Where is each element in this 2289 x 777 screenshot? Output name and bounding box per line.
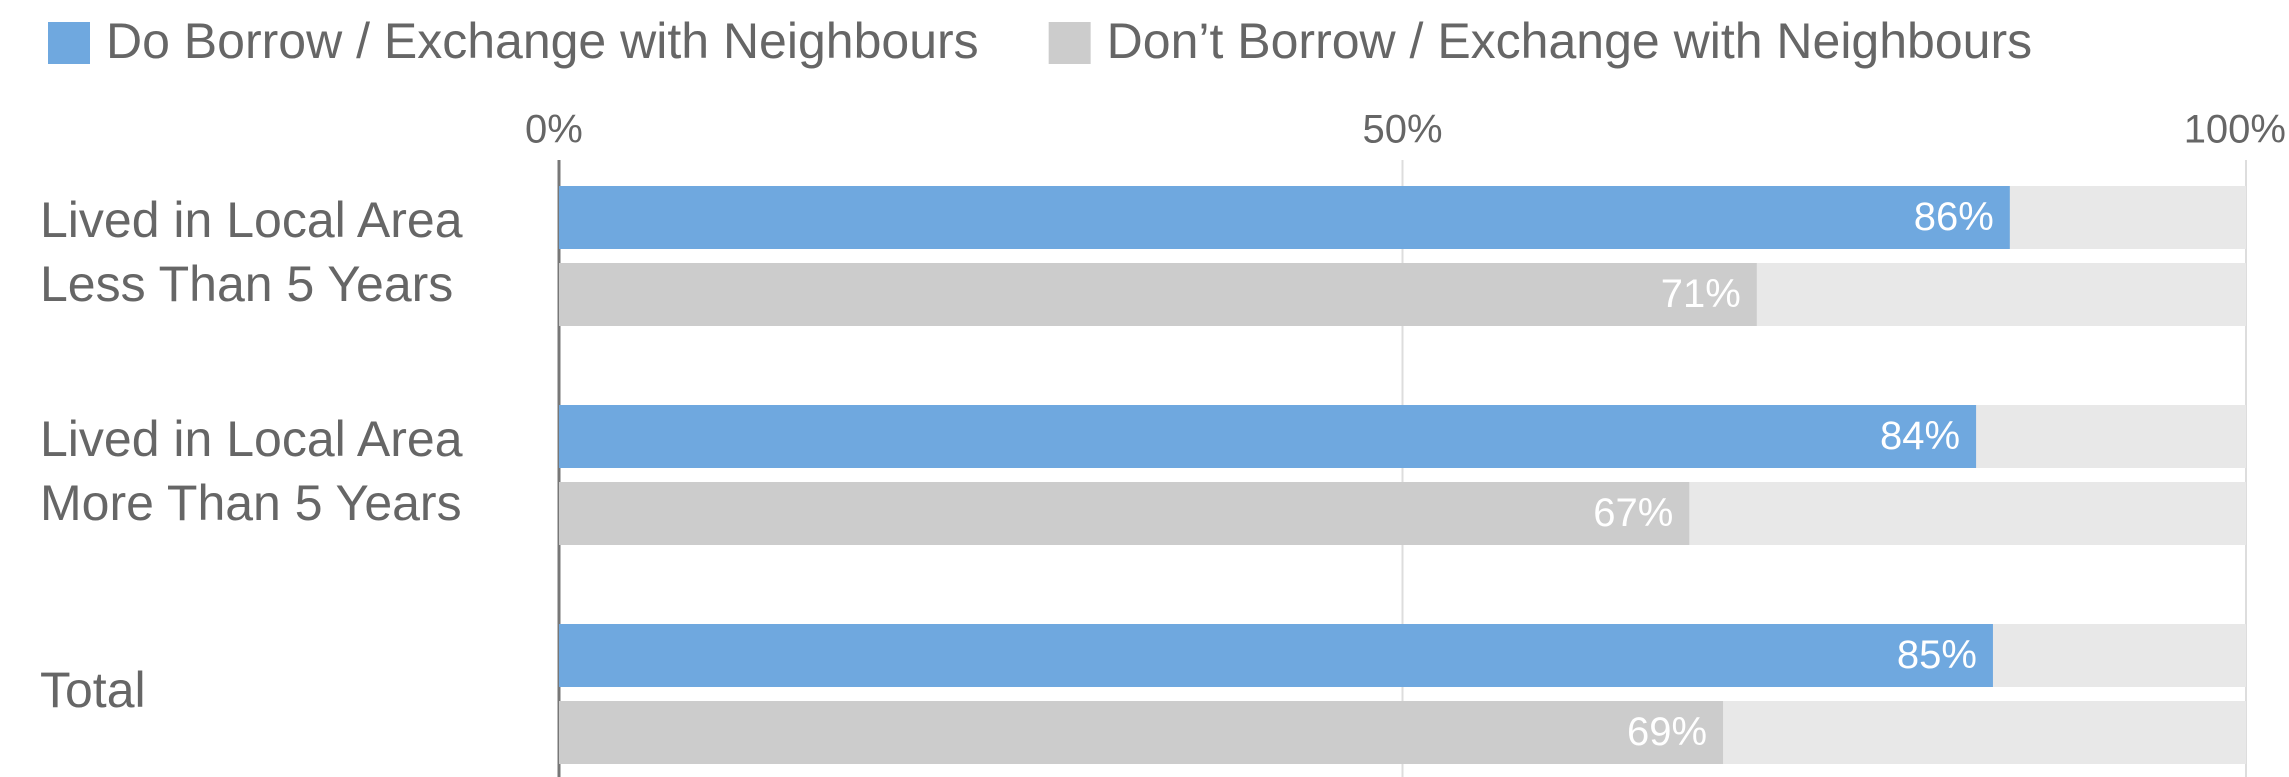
x-tick-label: 100%	[2184, 108, 2286, 152]
bar	[559, 624, 1993, 687]
value-label: 71%	[1661, 272, 1741, 316]
value-label: 69%	[1627, 710, 1707, 754]
category-label: Lived in Local Area	[40, 411, 463, 467]
bar	[559, 263, 1757, 326]
bar	[559, 701, 1724, 764]
legend-label: Do Borrow / Exchange with Neighbours	[106, 13, 979, 69]
x-tick-label: 0%	[525, 108, 583, 152]
value-label: 85%	[1897, 633, 1977, 677]
bar	[559, 482, 1690, 545]
x-tick-label: 50%	[1362, 108, 1442, 152]
bar	[559, 405, 1977, 468]
category-label: Lived in Local Area	[40, 192, 463, 248]
category-label: More Than 5 Years	[40, 475, 462, 531]
category-label: Total	[40, 662, 146, 718]
legend-swatch	[48, 22, 90, 64]
value-label: 84%	[1880, 414, 1960, 458]
legend-label: Don’t Borrow / Exchange with Neighbours	[1107, 13, 2032, 69]
bar	[559, 186, 2010, 249]
value-label: 67%	[1593, 491, 1673, 535]
category-label: Less Than 5 Years	[40, 256, 453, 312]
legend-swatch	[1048, 22, 1091, 64]
value-label: 86%	[1914, 195, 1994, 239]
